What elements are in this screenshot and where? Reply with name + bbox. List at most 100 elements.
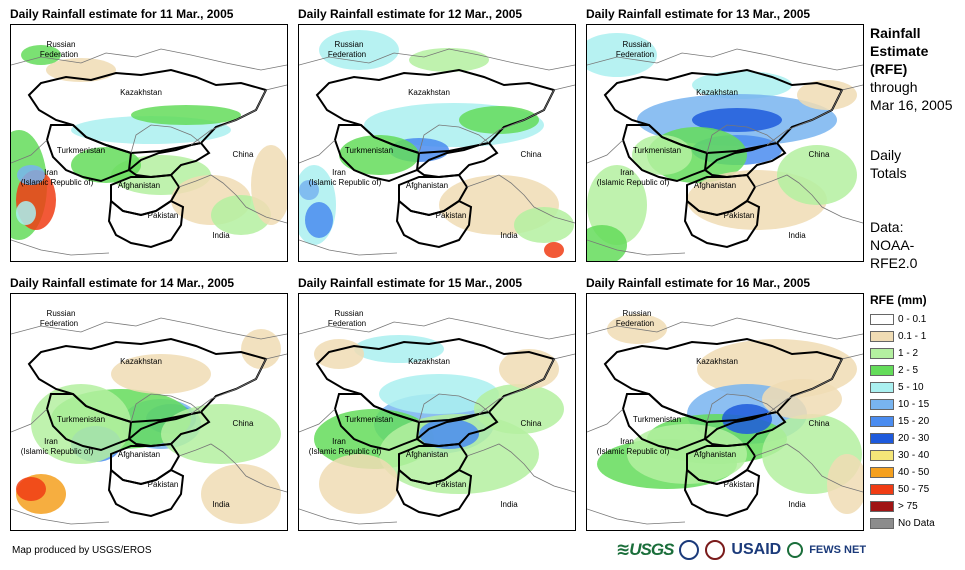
country-label: Kazakhstan — [696, 357, 738, 366]
rainfall-map-1: Russian Federation Kazakhstan Turkmenistan C… — [10, 24, 288, 262]
fews-globe-icon — [787, 542, 804, 558]
country-label: Turkmenistan — [345, 146, 393, 155]
country-border — [706, 124, 778, 154]
country-label: Russian — [623, 309, 652, 318]
rainfall-area — [111, 354, 211, 394]
rainfall-area — [339, 135, 419, 175]
rainfall-area — [31, 384, 131, 464]
country-label: India — [788, 500, 806, 509]
legend-item: 50 - 75 — [870, 482, 929, 497]
rainfall-area — [131, 105, 241, 125]
country-label: Federation — [616, 319, 654, 328]
country-label: Afghanistan — [406, 450, 448, 459]
country-label: India — [212, 500, 230, 509]
legend-swatch — [870, 467, 894, 478]
legend-label: 20 - 30 — [898, 433, 930, 444]
legend-label: 1 - 2 — [898, 348, 919, 359]
rainfall-area — [299, 180, 319, 200]
legend-item: 10 - 15 — [870, 397, 929, 412]
rainfall-area — [16, 477, 46, 501]
country-label: Afghanistan — [118, 450, 160, 459]
panel-title-2: Daily Rainfall estimate for 12 Mar., 200… — [298, 7, 523, 21]
legend-swatch — [870, 518, 894, 529]
sidebar-totals-line1: Daily — [870, 147, 902, 163]
country-label: Pakistan — [436, 480, 467, 489]
legend-item: > 75 — [870, 499, 918, 514]
country-border — [130, 393, 202, 423]
rainfall-area — [692, 108, 782, 132]
rainfall-area — [161, 404, 281, 464]
country-label: China — [521, 419, 542, 428]
country-label: (Islamic Republic of) — [21, 178, 94, 187]
rainfall-area — [71, 147, 141, 183]
country-border — [178, 443, 287, 493]
legend-swatch — [870, 501, 894, 512]
rainfall-map-4: Russian Federation Kazakhstan Turkmenistan C… — [10, 293, 288, 531]
country-label: China — [521, 150, 542, 159]
rainfall-area — [251, 145, 287, 225]
country-label: Russian — [335, 40, 364, 49]
rainfall-area — [46, 58, 116, 82]
legend-item: 1 - 2 — [870, 346, 918, 361]
rainfall-area — [16, 201, 36, 225]
country-label: Russian — [335, 309, 364, 318]
rainfall-area — [777, 145, 857, 205]
country-label: (Islamic Republic of) — [21, 447, 94, 456]
rainfall-area — [201, 464, 281, 524]
usaid-seal-icon — [705, 540, 726, 560]
country-label: India — [500, 500, 518, 509]
country-border — [706, 393, 778, 423]
legend-label: 0 - 0.1 — [898, 314, 927, 325]
country-border — [587, 139, 686, 256]
rainfall-area — [632, 135, 692, 175]
legend-label: 2 - 5 — [898, 365, 919, 376]
legend-swatch — [870, 433, 894, 444]
country-border — [333, 124, 421, 183]
country-label: Federation — [616, 50, 654, 59]
country-border — [683, 199, 761, 249]
country-label: Federation — [328, 319, 366, 328]
rainfall-area — [354, 335, 444, 363]
legend-label: 40 - 50 — [898, 467, 930, 478]
country-label: Turkmenistan — [57, 146, 105, 155]
country-border — [683, 468, 761, 518]
country-border — [299, 317, 575, 340]
country-label: Russian — [623, 40, 652, 49]
country-border — [190, 84, 287, 146]
country-border — [107, 199, 185, 249]
country-border — [621, 393, 709, 452]
country-label: Iran — [44, 437, 58, 446]
country-label: Pakistan — [148, 211, 179, 220]
country-label: Afghanistan — [694, 181, 736, 190]
rainfall-area — [305, 202, 333, 238]
country-border — [395, 199, 473, 249]
country-label: Iran — [44, 168, 58, 177]
sidebar-data-line2: NOAA- — [870, 237, 915, 253]
rainfall-area — [514, 207, 574, 243]
rainfall-area — [544, 242, 564, 258]
country-border — [11, 48, 287, 71]
legend-swatch — [870, 365, 894, 376]
fews-net-logo: FEWS NET — [809, 544, 867, 556]
country-label: (Islamic Republic of) — [309, 178, 382, 187]
rainfall-area — [827, 454, 863, 514]
rainfall-area — [762, 379, 842, 419]
panel-title-5: Daily Rainfall estimate for 15 Mar., 200… — [298, 276, 523, 290]
country-border — [766, 84, 863, 146]
legend-swatch — [870, 348, 894, 359]
country-border — [754, 443, 863, 493]
rainfall-area — [17, 165, 45, 185]
legend-label: 0.1 - 1 — [898, 331, 927, 342]
legend-label: No Data — [898, 518, 935, 529]
country-border — [299, 408, 398, 525]
legend-swatch — [870, 314, 894, 325]
country-border — [333, 393, 421, 452]
country-border — [754, 174, 863, 224]
country-border — [621, 124, 709, 183]
rainfall-area — [459, 106, 539, 134]
country-label: China — [233, 419, 254, 428]
country-label: Federation — [40, 319, 78, 328]
country-border — [587, 317, 863, 340]
country-label: Iran — [620, 437, 634, 446]
country-label: Iran — [332, 437, 346, 446]
